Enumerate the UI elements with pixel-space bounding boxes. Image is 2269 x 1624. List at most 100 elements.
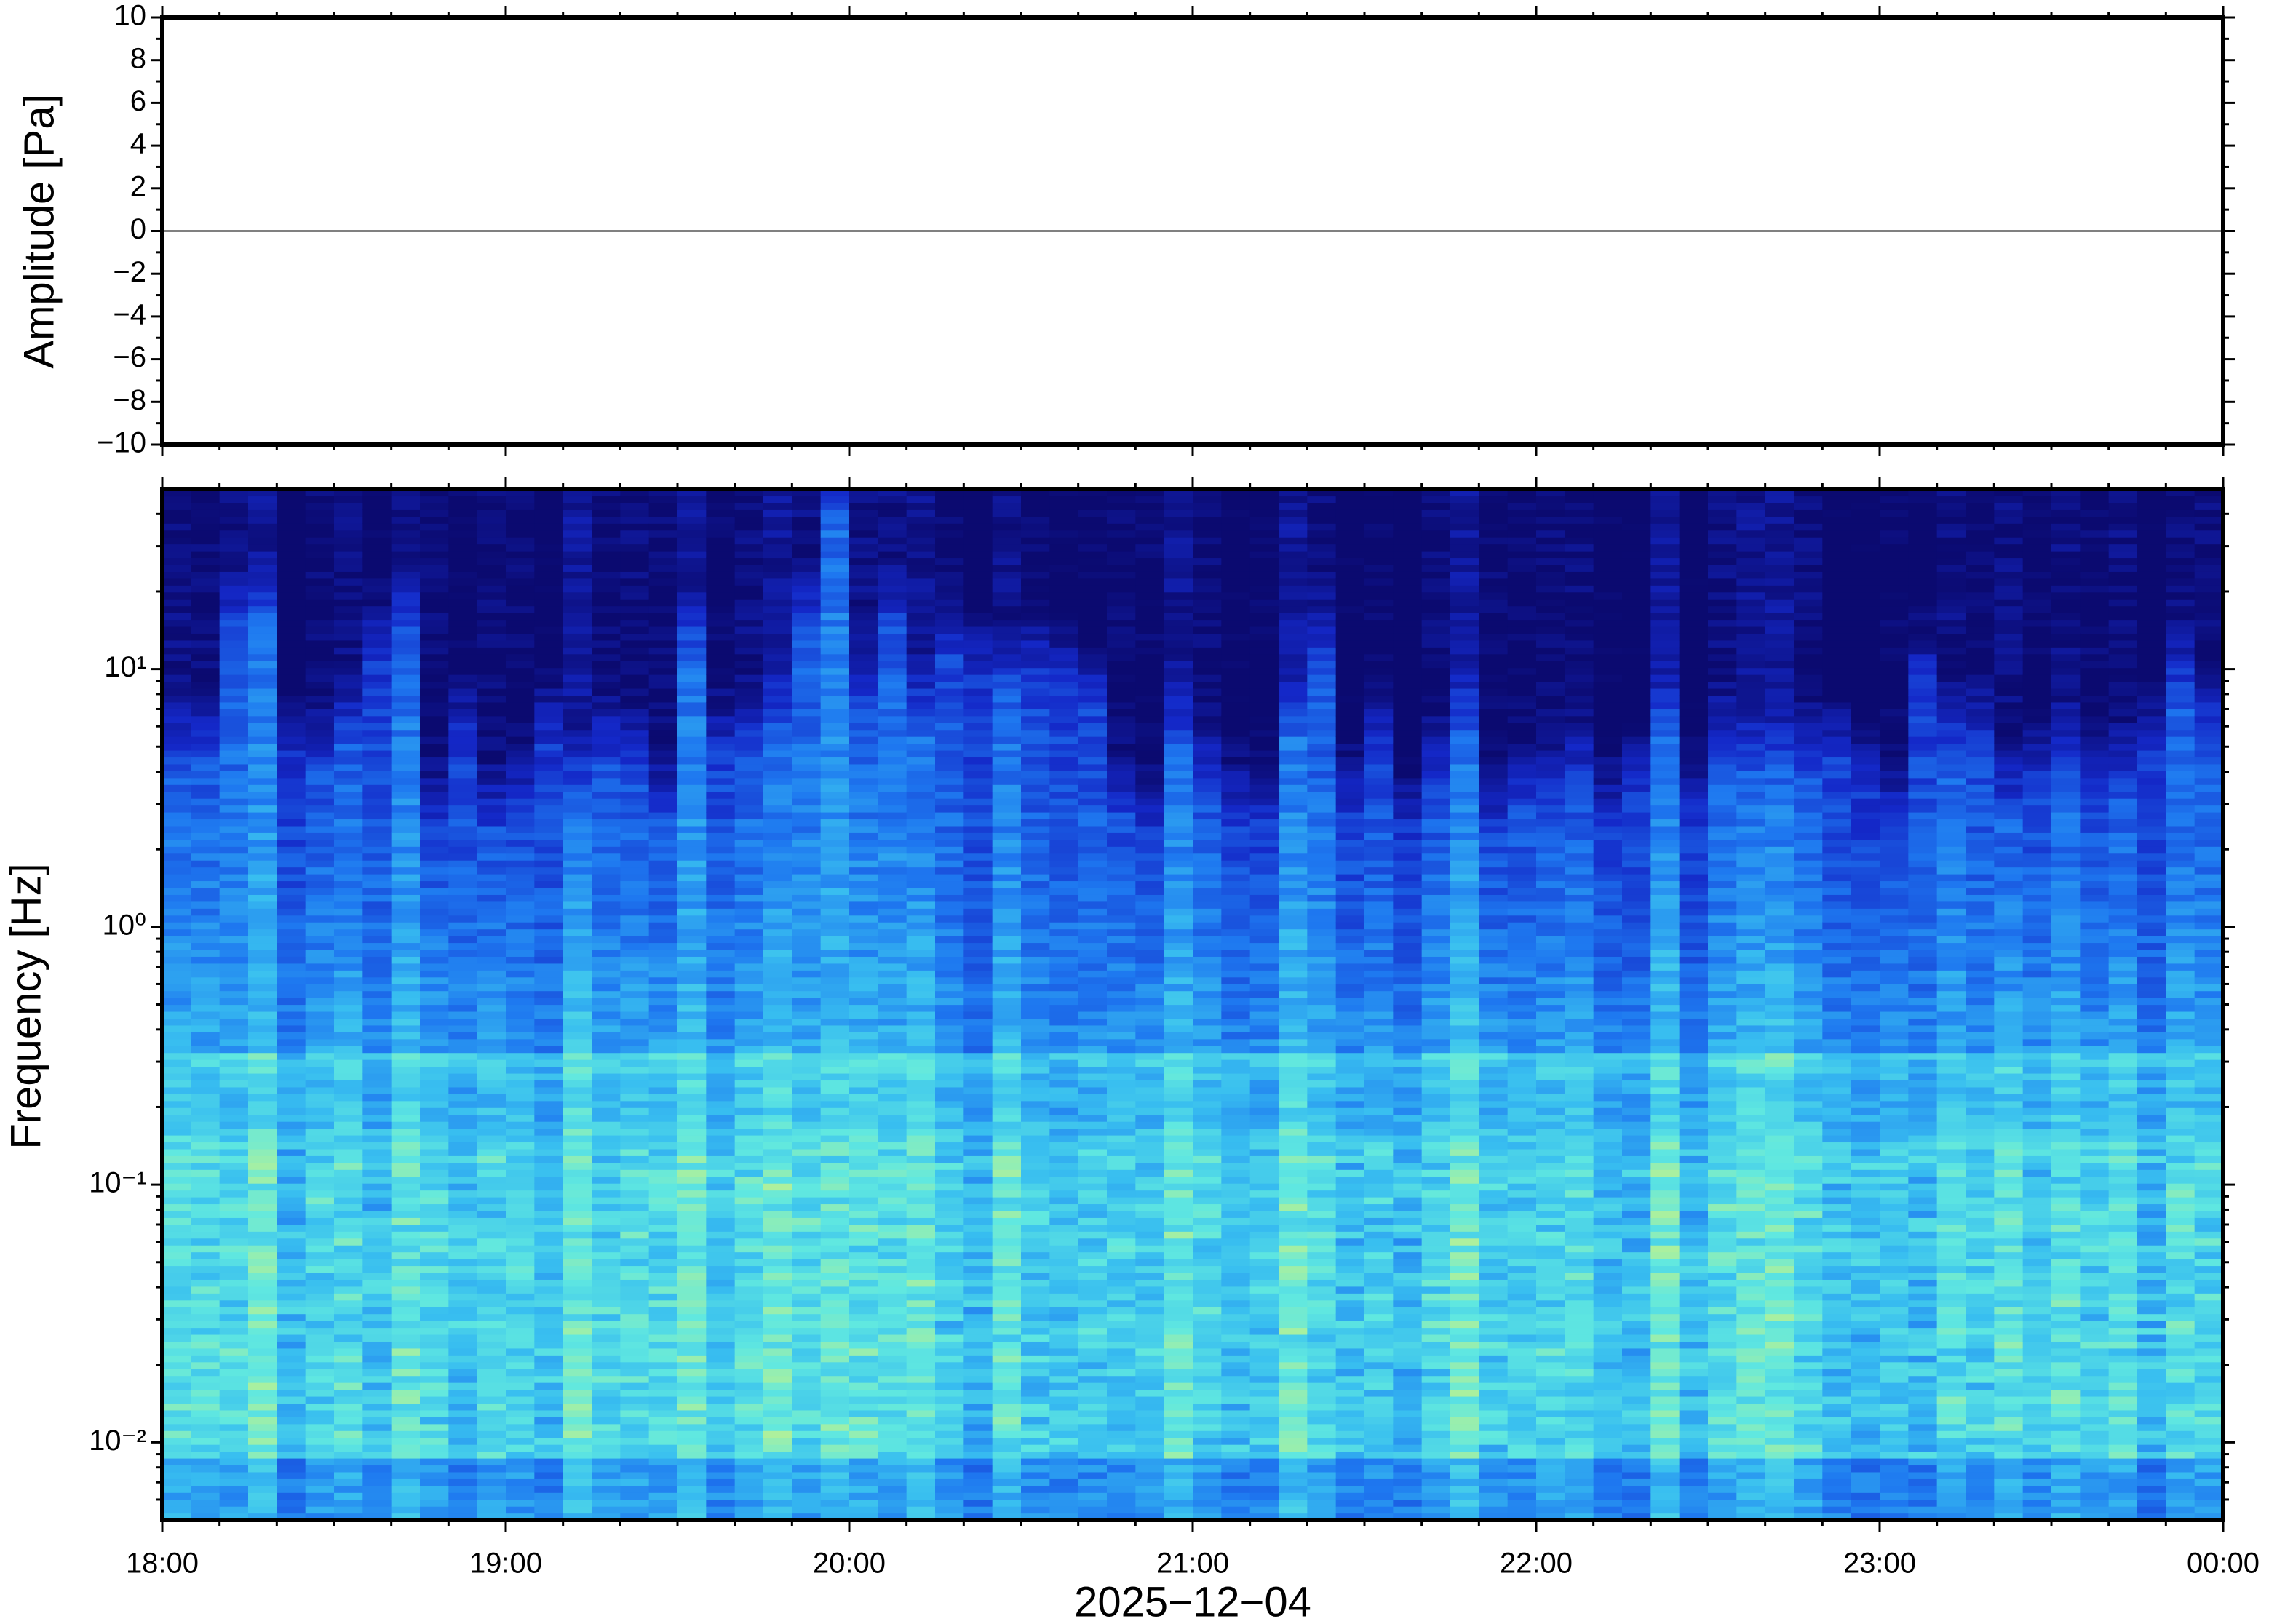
spectrogram-cell: [849, 1142, 878, 1150]
spectrogram-cell: [906, 557, 936, 565]
spectrogram-cell: [906, 1094, 936, 1102]
spectrogram-cell: [334, 908, 363, 916]
spectrogram-cell: [334, 613, 363, 621]
spectrogram-cell: [448, 1341, 478, 1349]
spectrogram-cell: [534, 585, 564, 593]
spectrogram-cell: [906, 1272, 936, 1280]
spectrogram-cell: [992, 1286, 1022, 1294]
spectrogram-cell: [792, 599, 822, 607]
spectrogram-cell: [592, 1245, 621, 1253]
spectrogram-cell: [1078, 1313, 1108, 1321]
spectrogram-cell: [792, 530, 822, 538]
spectrogram-cell: [477, 592, 506, 600]
spectrogram-cell: [734, 832, 764, 840]
spectrogram-cell: [305, 1134, 335, 1143]
spectrogram-cell: [534, 626, 564, 634]
spectrogram-cell: [706, 984, 736, 992]
spectrogram-cell: [849, 956, 878, 964]
spectrogram-cell: [620, 757, 650, 765]
spectrogram-cell: [1021, 915, 1050, 923]
spectrogram-cell: [305, 530, 335, 538]
spectrogram-cell: [1021, 1251, 1050, 1259]
spectrogram-cell: [1049, 936, 1079, 944]
spectrogram-cell: [849, 798, 878, 806]
spectrogram-cell: [963, 956, 993, 964]
spectrogram-cell: [849, 963, 878, 971]
spectrogram-cell: [248, 489, 277, 497]
spectrogram-cell: [305, 1272, 335, 1280]
spectrogram-cell: [1078, 1231, 1108, 1239]
spectrogram-cell: [219, 1052, 249, 1060]
spectrogram-cell: [792, 1210, 822, 1218]
spectrogram-cell: [906, 661, 936, 669]
spectrogram-cell: [992, 530, 1022, 538]
spectrogram-cell: [563, 853, 592, 861]
spectrogram-cell: [792, 1203, 822, 1211]
spectrogram-cell: [734, 647, 764, 655]
spectrogram-cell: [334, 1190, 363, 1198]
spectrogram-cell: [334, 1417, 363, 1425]
spectrogram-cell: [592, 647, 621, 655]
spectrogram-cell: [763, 1457, 792, 1466]
spectrogram-cell: [1107, 1396, 1136, 1404]
spectrogram-cell: [592, 1492, 621, 1500]
spectrogram-cell: [506, 1506, 535, 1514]
spectrogram-cell: [878, 1299, 907, 1307]
spectrogram-cell: [763, 1375, 792, 1383]
spectrogram-cell: [906, 674, 936, 682]
spectrogram-cell: [534, 1066, 564, 1074]
spectrogram-cell: [248, 949, 277, 957]
spectrogram-cell: [935, 1299, 964, 1307]
spectrogram-cell: [620, 1513, 650, 1520]
spectrogram-cell: [563, 798, 592, 806]
spectrogram-cell: [477, 1114, 506, 1122]
spectrogram-cell: [162, 1430, 191, 1438]
spectrogram-cell: [906, 949, 936, 957]
spectrogram-cell: [648, 928, 678, 936]
spectrogram-cell: [277, 1190, 306, 1198]
spectrogram-cell: [763, 1231, 792, 1239]
spectrogram-cell: [963, 1018, 993, 1026]
spectrogram-cell: [820, 1032, 850, 1040]
spectrogram-cell: [534, 805, 564, 813]
spectrogram-cell: [334, 1375, 363, 1383]
spectrogram-cell: [620, 619, 650, 627]
spectrogram-cell: [935, 688, 964, 696]
spectrogram-cell: [448, 564, 478, 572]
spectrogram-cell: [420, 942, 449, 950]
spectrogram-cell: [420, 771, 449, 779]
spectrogram-cell: [563, 1437, 592, 1445]
spectrogram-cell: [878, 1231, 907, 1239]
spectrogram-cell: [963, 1279, 993, 1287]
spectrogram-cell: [820, 805, 850, 813]
spectrogram-cell: [820, 530, 850, 538]
spectrogram-cell: [362, 1203, 392, 1211]
spectrogram-cell: [906, 743, 936, 751]
spectrogram-cell: [334, 839, 363, 847]
spectrogram-cell: [391, 1437, 421, 1445]
spectrogram-cell: [820, 1052, 850, 1060]
spectrogram-cell: [878, 1148, 907, 1156]
spectrogram-cell: [563, 984, 592, 992]
spectrogram-cell: [935, 1259, 964, 1267]
spectrogram-cell: [706, 1279, 736, 1287]
spectrogram-cell: [477, 1417, 506, 1425]
spectrogram-cell: [277, 1251, 306, 1259]
spectrogram-cell: [191, 1155, 220, 1163]
spectrogram-cell: [334, 1369, 363, 1377]
spectrogram-cell: [219, 1169, 249, 1177]
spectrogram-cell: [563, 1478, 592, 1486]
spectrogram-cell: [362, 1251, 392, 1259]
spectrogram-cell: [734, 1080, 764, 1088]
spectrogram-cell: [534, 1011, 564, 1019]
spectrogram-cell: [534, 1100, 564, 1108]
spectrogram-cell: [706, 1259, 736, 1267]
spectrogram-cell: [305, 1313, 335, 1321]
spectrogram-cell: [792, 640, 822, 648]
spectrogram-cell: [248, 1259, 277, 1267]
spectrogram-cell: [706, 998, 736, 1006]
spectrogram-cell: [248, 1224, 277, 1232]
spectrogram-cell: [963, 1457, 993, 1466]
spectrogram-cell: [277, 701, 306, 709]
spectrogram-cell: [362, 1430, 392, 1438]
